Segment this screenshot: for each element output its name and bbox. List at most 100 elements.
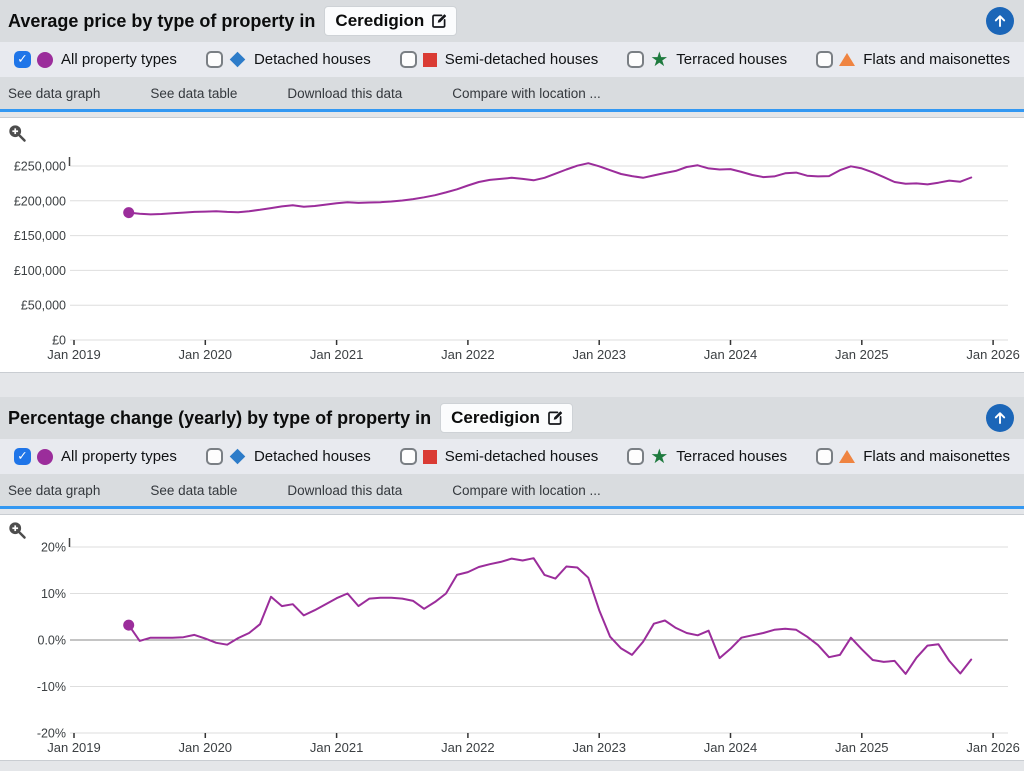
svg-text:Jan 2026: Jan 2026 xyxy=(966,347,1020,362)
triangle-marker-icon xyxy=(839,53,856,66)
legend-item-terraced-houses: ★ Terraced houses xyxy=(627,445,788,468)
tab-see-data-graph[interactable]: See data graph xyxy=(8,482,101,498)
legend-item-label: Semi-detached houses xyxy=(444,51,599,68)
svg-text:£150,000: £150,000 xyxy=(14,229,66,243)
zoom-in-magnifier-icon xyxy=(8,124,27,148)
average-price-chart-card: £250,000 £200,000 £150,000 £100,000 £50,000 £… xyxy=(0,117,1024,373)
svg-text:-10%: -10% xyxy=(37,680,66,694)
section-title-text: Average price by type of property in xyxy=(8,10,316,31)
tab-download-this-data[interactable]: Download this data xyxy=(287,85,403,101)
tab-see-data-table[interactable]: See data table xyxy=(150,482,238,498)
up-arrow-icon xyxy=(994,15,1006,27)
svg-text:£0: £0 xyxy=(52,334,66,348)
checkbox-semi-detached-houses[interactable] xyxy=(399,51,417,68)
svg-text:£50,000: £50,000 xyxy=(21,299,66,313)
diamond-marker-icon xyxy=(229,51,246,68)
tab-bar: See data graph See data table Download thi… xyxy=(0,474,1024,509)
checkbox-all-property-types[interactable]: ✓ xyxy=(14,51,31,68)
legend-item-label: Terraced houses xyxy=(676,448,788,465)
location-name: Ceredigion xyxy=(335,11,425,30)
section-heading: Percentage change (yearly) by type of pr… xyxy=(8,403,986,433)
triangle-marker-icon xyxy=(839,450,856,463)
square-marker-icon xyxy=(422,449,437,464)
legend-item-terraced-houses: ★ Terraced houses xyxy=(627,48,788,71)
tab-download-this-data[interactable]: Download this data xyxy=(287,482,403,498)
svg-text:Jan 2023: Jan 2023 xyxy=(572,347,626,362)
svg-text:Jan 2025: Jan 2025 xyxy=(835,347,889,362)
svg-text:£100,000: £100,000 xyxy=(14,264,66,278)
location-name: Ceredigion xyxy=(451,408,540,427)
legend-item-flats-and-maisonettes: Flats and maisonettes xyxy=(816,448,1010,465)
tab-compare-with-location[interactable]: Compare with location ... xyxy=(452,85,601,101)
checkbox-semi-detached-houses[interactable] xyxy=(399,448,417,465)
svg-text:£200,000: £200,000 xyxy=(14,194,66,208)
star-marker-icon: ★ xyxy=(650,48,669,71)
section-heading: Average price by type of property in Cer… xyxy=(8,6,986,36)
svg-text:Jan 2022: Jan 2022 xyxy=(441,347,495,362)
legend-item-semi-detached-houses: Semi-detached houses xyxy=(399,448,599,465)
checkbox-terraced-houses[interactable] xyxy=(627,448,645,465)
location-selector-button[interactable]: Ceredigion xyxy=(440,403,573,433)
edit-icon xyxy=(432,14,447,28)
legend-item-label: All property types xyxy=(61,448,177,465)
svg-text:Jan 2022: Jan 2022 xyxy=(441,740,495,755)
legend-item-detached-houses: Detached houses xyxy=(205,51,371,68)
legend-item-label: All property types xyxy=(61,51,177,68)
svg-text:10%: 10% xyxy=(41,587,66,601)
percentage-change-section: Percentage change (yearly) by type of pr… xyxy=(0,397,1024,761)
scroll-to-top-button[interactable] xyxy=(986,404,1014,432)
tab-see-data-table[interactable]: See data table xyxy=(150,85,238,101)
tab-compare-with-location[interactable]: Compare with location ... xyxy=(452,482,601,498)
location-selector-button[interactable]: Ceredigion xyxy=(324,6,458,36)
square-marker-icon xyxy=(422,52,437,67)
tab-see-data-graph[interactable]: See data graph xyxy=(8,85,101,101)
checkbox-detached-houses[interactable] xyxy=(205,51,223,68)
edit-icon xyxy=(548,411,563,425)
legend-item-detached-houses: Detached houses xyxy=(205,448,371,465)
percentage-change-header: Percentage change (yearly) by type of pr… xyxy=(0,397,1024,439)
up-arrow-icon xyxy=(994,412,1006,424)
svg-text:Jan 2019: Jan 2019 xyxy=(47,347,101,362)
legend-item-label: Flats and maisonettes xyxy=(863,448,1010,465)
circle-marker-icon xyxy=(37,448,53,465)
legend-item-label: Flats and maisonettes xyxy=(863,51,1010,68)
legend-item-semi-detached-houses: Semi-detached houses xyxy=(399,51,599,68)
svg-text:Jan 2026: Jan 2026 xyxy=(966,740,1020,755)
legend-item-label: Detached houses xyxy=(253,51,371,68)
average-price-header: Average price by type of property in Cer… xyxy=(0,0,1024,42)
checkbox-flats-and-maisonettes[interactable] xyxy=(816,51,834,68)
checkbox-all-property-types[interactable]: ✓ xyxy=(14,448,31,465)
svg-text:Jan 2021: Jan 2021 xyxy=(310,740,364,755)
svg-text:Jan 2025: Jan 2025 xyxy=(835,740,889,755)
legend-item-all-property-types: ✓ All property types xyxy=(14,448,177,465)
section-title-text: Percentage change (yearly) by type of pr… xyxy=(8,407,432,428)
percentage-change-line-chart[interactable]: 20% 10% 0.0% -10% -20%Jan 2019 Jan 2020 Jan 20… xyxy=(0,515,1024,760)
svg-text:Jan 2023: Jan 2023 xyxy=(572,740,626,755)
svg-text:-20%: -20% xyxy=(37,727,66,741)
checkbox-detached-houses[interactable] xyxy=(205,448,223,465)
average-price-section: Average price by type of property in Cer… xyxy=(0,0,1024,373)
average-price-line-chart[interactable]: £250,000 £200,000 £150,000 £100,000 £50,000 £… xyxy=(0,118,1024,372)
legend-item-label: Terraced houses xyxy=(676,51,788,68)
svg-text:Jan 2019: Jan 2019 xyxy=(47,740,101,755)
diamond-marker-icon xyxy=(229,448,246,465)
circle-marker-icon xyxy=(37,51,53,68)
legend-bar: ✓ All property types Detached houses Semi-d… xyxy=(0,42,1024,77)
svg-text:20%: 20% xyxy=(41,541,66,555)
svg-text:Jan 2024: Jan 2024 xyxy=(704,740,758,755)
checkbox-terraced-houses[interactable] xyxy=(627,51,645,68)
percentage-change-chart-card: 20% 10% 0.0% -10% -20% Jan 2019 Jan 2020 Jan 20… xyxy=(0,514,1024,761)
star-marker-icon: ★ xyxy=(650,445,669,468)
legend-item-all-property-types: ✓ All property types xyxy=(14,51,177,68)
scroll-to-top-button[interactable] xyxy=(986,7,1014,35)
svg-text:Jan 2024: Jan 2024 xyxy=(704,347,758,362)
legend-item-label: Semi-detached houses xyxy=(444,448,599,465)
legend-bar: ✓ All property types Detached houses Semi-d… xyxy=(0,439,1024,474)
svg-text:£250,000: £250,000 xyxy=(14,160,66,174)
svg-text:Jan 2020: Jan 2020 xyxy=(179,740,233,755)
legend-item-label: Detached houses xyxy=(253,448,371,465)
checkbox-flats-and-maisonettes[interactable] xyxy=(816,448,834,465)
svg-text:0.0%: 0.0% xyxy=(38,634,67,648)
legend-item-flats-and-maisonettes: Flats and maisonettes xyxy=(816,51,1010,68)
